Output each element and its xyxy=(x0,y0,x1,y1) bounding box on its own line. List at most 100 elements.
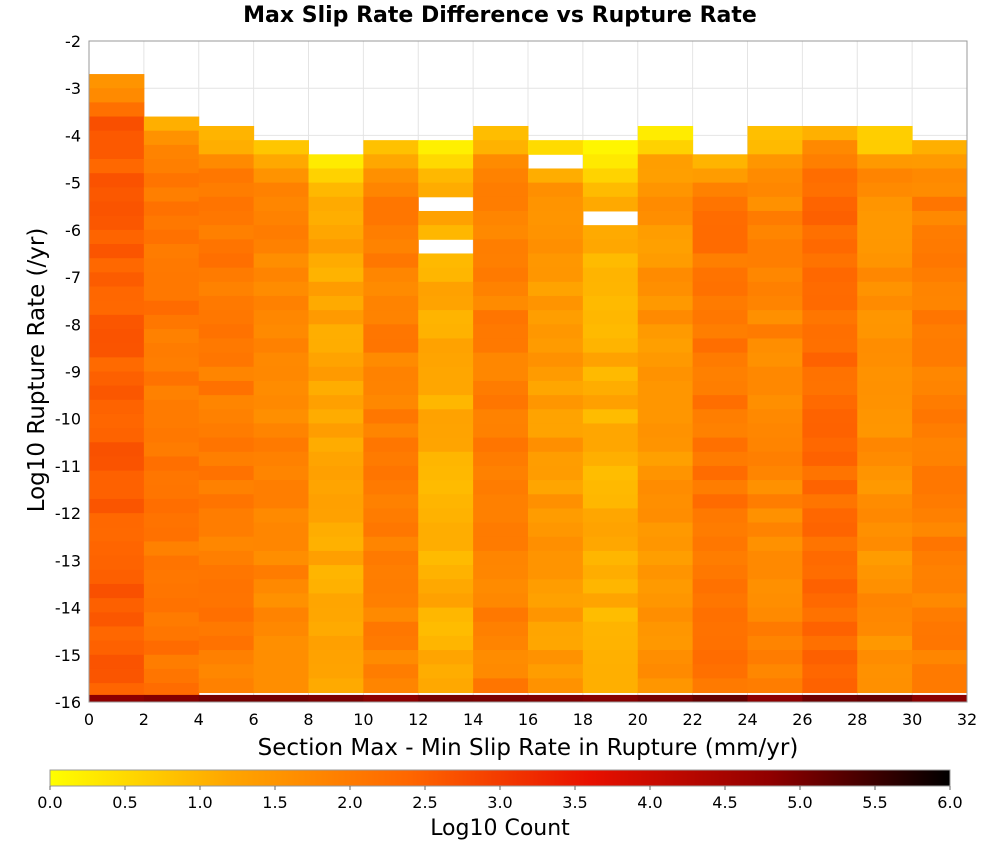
heatmap-cell xyxy=(747,168,803,184)
heatmap-cell xyxy=(418,338,474,354)
heatmap-cell xyxy=(912,140,968,155)
heatmap-cell xyxy=(912,480,968,495)
heatmap-cell xyxy=(363,607,419,623)
heatmap-cell-bottom xyxy=(418,694,474,702)
heatmap-cell xyxy=(528,664,584,679)
heatmap-cell xyxy=(857,267,913,283)
heatmap-cell xyxy=(308,536,364,552)
heatmap-cell xyxy=(89,116,145,132)
heatmap-cell xyxy=(308,338,364,354)
y-axis-label: Log10 Rupture Rate (/yr) xyxy=(24,228,50,513)
heatmap-cell xyxy=(747,437,803,453)
heatmap-cell-bottom xyxy=(253,694,309,702)
heatmap-cell xyxy=(637,423,694,439)
x-tick-label: 0 xyxy=(84,710,94,729)
heatmap-cell xyxy=(143,371,200,387)
heatmap-cell xyxy=(198,324,255,339)
heatmap-cell xyxy=(582,253,639,269)
heatmap-cell xyxy=(637,678,694,694)
heatmap-cell xyxy=(253,154,309,169)
heatmap-cell xyxy=(143,513,200,528)
heatmap-cell xyxy=(363,338,419,354)
heatmap-cell xyxy=(802,352,858,368)
heatmap-cell xyxy=(802,465,858,481)
heatmap-cell xyxy=(912,465,968,481)
heatmap-cell xyxy=(143,385,200,401)
heatmap-cell xyxy=(802,593,858,609)
heatmap-cell xyxy=(143,399,200,415)
heatmap-cell xyxy=(198,267,255,283)
heatmap-cell xyxy=(857,480,913,495)
heatmap-cell xyxy=(143,329,200,344)
heatmap-cell xyxy=(857,324,913,339)
heatmap-cell xyxy=(473,593,529,609)
colorbar-tick-label: 0.0 xyxy=(37,793,62,812)
heatmap-cell xyxy=(692,508,748,524)
heatmap-cell xyxy=(308,593,364,609)
heatmap-cell xyxy=(692,451,748,467)
x-tick-label: 12 xyxy=(408,710,428,729)
heatmap-cell xyxy=(363,451,419,467)
heatmap-cell xyxy=(747,225,803,240)
heatmap-cell xyxy=(418,182,474,198)
x-axis-label: Section Max - Min Slip Rate in Rupture (… xyxy=(258,735,799,761)
heatmap-cell xyxy=(308,522,364,538)
heatmap-cell xyxy=(89,555,145,571)
x-tick-label: 32 xyxy=(957,710,977,729)
heatmap-cell xyxy=(143,541,200,557)
heatmap-cell xyxy=(637,465,694,481)
heatmap-cell xyxy=(637,324,694,339)
heatmap-cell xyxy=(692,324,748,339)
heatmap-cell xyxy=(143,456,200,472)
heatmap-cell xyxy=(692,678,748,694)
heatmap-cell xyxy=(692,465,748,481)
heatmap-cell xyxy=(253,621,309,637)
heatmap-cell xyxy=(692,565,748,580)
heatmap-cell xyxy=(418,168,474,184)
heatmap-cell xyxy=(418,522,474,538)
heatmap-cell xyxy=(198,480,255,495)
heatmap-cell xyxy=(857,621,913,637)
heatmap-cell xyxy=(418,664,474,679)
heatmap-cell xyxy=(143,555,200,571)
heatmap-cell xyxy=(528,324,584,339)
heatmap-cell xyxy=(198,607,255,623)
heatmap-cell xyxy=(473,522,529,538)
heatmap-cell xyxy=(143,527,200,542)
heatmap-cell xyxy=(528,380,584,396)
heatmap-cell xyxy=(89,598,145,613)
heatmap-cell xyxy=(89,470,145,486)
heatmap-cell xyxy=(198,423,255,439)
heatmap-cell xyxy=(912,621,968,637)
colorbar-tick-label: 5.5 xyxy=(862,793,887,812)
heatmap-cell xyxy=(857,607,913,623)
heatmap-cell xyxy=(253,338,309,354)
heatmap-cell xyxy=(528,338,584,354)
heatmap-cell xyxy=(857,494,913,509)
heatmap-cell xyxy=(308,196,364,212)
heatmap-cell xyxy=(802,310,858,325)
heatmap-cell xyxy=(857,593,913,609)
heatmap-cell xyxy=(89,428,145,443)
heatmap-cell xyxy=(143,343,200,358)
heatmap-cell xyxy=(528,196,584,212)
heatmap-cell xyxy=(692,295,748,311)
heatmap-cell xyxy=(198,295,255,311)
heatmap-cell xyxy=(802,494,858,509)
heatmap-cell xyxy=(198,593,255,609)
heatmap-cell xyxy=(143,498,200,514)
heatmap-cell xyxy=(802,324,858,339)
y-tick-label: -4 xyxy=(65,126,81,145)
heatmap-cell xyxy=(692,621,748,637)
heatmap-cell xyxy=(143,626,200,642)
heatmap-cell xyxy=(582,310,639,325)
heatmap-cell xyxy=(418,324,474,339)
heatmap-cell xyxy=(89,343,145,358)
heatmap-cell xyxy=(692,182,748,198)
heatmap-cell xyxy=(692,423,748,439)
heatmap-cell xyxy=(912,210,968,226)
heatmap-cell xyxy=(253,579,309,594)
heatmap-cell xyxy=(802,295,858,311)
heatmap-cell xyxy=(143,201,200,217)
heatmap-cell xyxy=(692,395,748,410)
